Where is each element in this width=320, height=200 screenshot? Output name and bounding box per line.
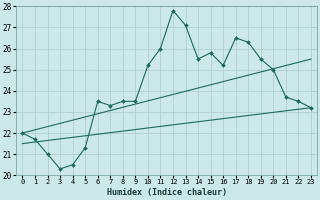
X-axis label: Humidex (Indice chaleur): Humidex (Indice chaleur): [107, 188, 227, 197]
